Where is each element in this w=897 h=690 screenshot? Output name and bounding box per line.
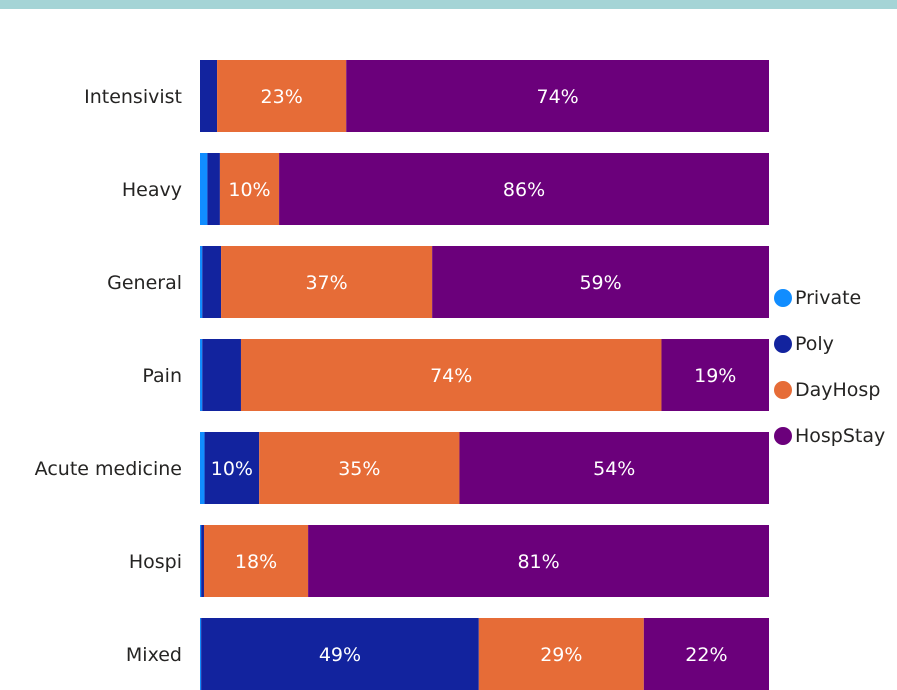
bar-pain-poly[interactable]	[202, 339, 241, 411]
header-band	[0, 0, 897, 9]
data-labels: 23% 74% 10% 86% 37% 59% 74% 19% 10% 35% 54% 18% 81% 4…	[211, 86, 737, 666]
legend-item-dayhosp[interactable]: DayHosp	[774, 377, 885, 423]
bar-general-dayhosp[interactable]	[221, 246, 433, 318]
bar-intensivist-poly[interactable]	[200, 60, 218, 132]
bar-mixed-private[interactable]	[200, 618, 202, 690]
legend-marker-dayhosp	[774, 381, 792, 399]
bar-heavy-private[interactable]	[200, 153, 208, 225]
bar-pain-hospstay[interactable]	[661, 339, 769, 411]
bars	[200, 60, 769, 690]
legend-label-poly: Poly	[795, 333, 834, 355]
bar-hospi-hospstay[interactable]	[308, 525, 769, 597]
data-label-acute-medicine-hospstay: 54%	[593, 458, 635, 480]
legend-marker-poly	[774, 335, 792, 353]
data-label-pain-hospstay: 19%	[694, 365, 736, 387]
data-label-general-dayhosp: 37%	[305, 272, 347, 294]
legend-item-hospstay[interactable]: HospStay	[774, 423, 885, 469]
data-label-acute-medicine-poly: 10%	[211, 458, 253, 480]
bar-mixed-dayhosp[interactable]	[478, 618, 644, 690]
bar-intensivist-hospstay[interactable]	[346, 60, 769, 132]
legend-label-hospstay: HospStay	[795, 425, 886, 447]
legend-item-poly[interactable]: Poly	[774, 331, 885, 377]
data-label-heavy-hospstay: 86%	[503, 179, 545, 201]
data-label-intensivist-dayhosp: 23%	[261, 86, 303, 108]
data-label-acute-medicine-dayhosp: 35%	[338, 458, 380, 480]
legend-label-dayhosp: DayHosp	[795, 379, 881, 401]
data-label-hospi-dayhosp: 18%	[235, 551, 277, 573]
bar-heavy-dayhosp[interactable]	[219, 153, 280, 225]
category-label-general: General	[107, 272, 182, 294]
bar-acute-medicine-hospstay[interactable]	[459, 432, 769, 504]
data-label-intensivist-hospstay: 74%	[537, 86, 579, 108]
legend-marker-private	[774, 289, 792, 307]
category-label-pain: Pain	[142, 365, 182, 387]
bar-heavy-poly[interactable]	[207, 153, 220, 225]
bar-hospi-poly[interactable]	[201, 525, 204, 597]
category-label-hospi: Hospi	[129, 551, 182, 573]
bar-hospi-dayhosp[interactable]	[203, 525, 309, 597]
bar-general-hospstay[interactable]	[432, 246, 769, 318]
bar-heavy-hospstay[interactable]	[279, 153, 769, 225]
y-axis: Intensivist Heavy General Pain Acute medicin…	[35, 86, 182, 666]
category-label-heavy: Heavy	[122, 179, 182, 201]
bar-mixed-hospstay[interactable]	[643, 618, 769, 690]
data-label-heavy-dayhosp: 10%	[228, 179, 270, 201]
data-label-pain-dayhosp: 74%	[430, 365, 472, 387]
category-label-mixed: Mixed	[126, 644, 182, 666]
legend-marker-hospstay	[774, 427, 792, 445]
bar-general-private[interactable]	[200, 246, 203, 318]
bar-hospi-private[interactable]	[200, 525, 202, 597]
legend-label-private: Private	[795, 287, 862, 309]
bar-acute-medicine-poly[interactable]	[204, 432, 260, 504]
category-label-intensivist: Intensivist	[84, 86, 182, 108]
data-label-mixed-hospstay: 22%	[685, 644, 727, 666]
data-label-hospi-hospstay: 81%	[517, 551, 559, 573]
bar-general-poly[interactable]	[202, 246, 222, 318]
bar-intensivist-dayhosp[interactable]	[217, 60, 347, 132]
bar-pain-private[interactable]	[200, 339, 203, 411]
data-label-mixed-poly: 49%	[319, 644, 361, 666]
data-label-general-hospstay: 59%	[579, 272, 621, 294]
bar-mixed-poly[interactable]	[201, 618, 479, 690]
bar-pain-dayhosp[interactable]	[240, 339, 662, 411]
legend: Private Poly DayHosp HospStay	[774, 285, 885, 469]
category-label-acute-medicine: Acute medicine	[35, 458, 182, 480]
data-label-mixed-dayhosp: 29%	[540, 644, 582, 666]
bar-acute-medicine-dayhosp[interactable]	[259, 432, 460, 504]
legend-item-private[interactable]: Private	[774, 285, 885, 331]
bar-acute-medicine-private[interactable]	[200, 432, 205, 504]
